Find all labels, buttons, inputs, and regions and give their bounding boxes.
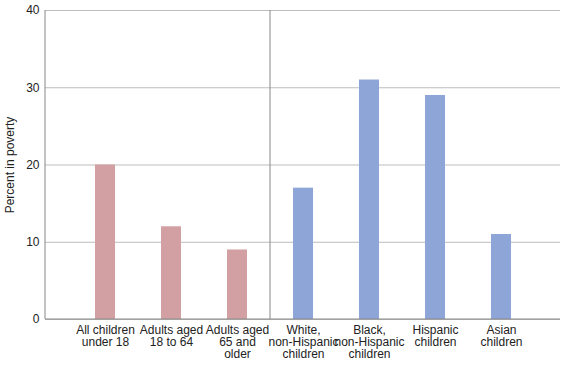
svg-text:Percent in poverty: Percent in poverty	[3, 117, 17, 214]
svg-text:10: 10	[26, 235, 40, 249]
svg-text:30: 30	[26, 81, 40, 95]
svg-text:All childrenunder 18: All childrenunder 18	[76, 323, 135, 349]
svg-text:White,non-Hispanicchildren: White,non-Hispanicchildren	[268, 323, 338, 361]
svg-text:0: 0	[33, 312, 40, 326]
svg-text:40: 40	[26, 3, 40, 17]
svg-text:Asianchildren: Asianchildren	[480, 323, 522, 349]
svg-text:Adults aged65 andolder: Adults aged65 andolder	[206, 323, 269, 361]
svg-text:Hispanicchildren: Hispanicchildren	[412, 323, 458, 349]
svg-text:Black,non-Hispanicchildren: Black,non-Hispanicchildren	[334, 323, 404, 361]
svg-text:Adults aged18 to 64: Adults aged18 to 64	[140, 323, 203, 349]
svg-text:20: 20	[26, 158, 40, 172]
